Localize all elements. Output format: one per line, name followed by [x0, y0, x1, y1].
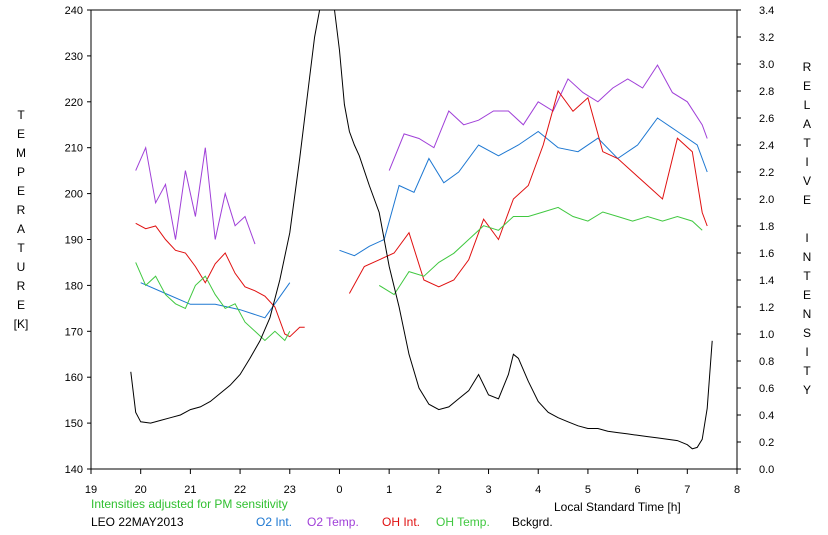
x-tick-label: 23 — [284, 484, 296, 496]
plot-frame — [90, 9, 738, 470]
right-axis-letter: S — [802, 326, 811, 340]
series-oh-int-line — [135, 222, 305, 338]
right-axis-letter: R — [802, 60, 812, 74]
series-bckgrd-line — [130, 9, 713, 450]
right-axis-letter: N — [802, 307, 812, 321]
right-tick-label: 0.6 — [759, 383, 774, 395]
series-oh-temp-line — [378, 206, 703, 296]
right-tick-label: 2.4 — [759, 140, 774, 152]
left-tick-label: 160 — [65, 372, 83, 384]
right-axis-letter: N — [802, 250, 812, 264]
left-axis-letter: R — [16, 279, 26, 293]
right-tick-label: 3.0 — [759, 59, 774, 71]
series-layer — [130, 9, 713, 450]
series-o2-int-line — [339, 117, 708, 257]
right-tick-label: 3.4 — [759, 5, 774, 17]
left-tick-label: 150 — [65, 418, 83, 430]
right-axis-letter: I — [805, 345, 809, 359]
x-tick-label: 20 — [135, 484, 147, 496]
left-axis-letter: T — [17, 241, 25, 255]
series-o2-int-line — [140, 282, 291, 319]
right-tick-label: 1.8 — [759, 221, 774, 233]
x-tick-label: 19 — [85, 484, 97, 496]
right-tick-label: 2.6 — [759, 113, 774, 125]
right-tick-label: 1.2 — [759, 302, 774, 314]
left-axis-letter: A — [16, 222, 25, 236]
left-tick-label: 200 — [65, 189, 83, 201]
right-axis-letter: T — [803, 269, 811, 283]
left-tick-label: 170 — [65, 326, 83, 338]
left-tick-label: 180 — [65, 280, 83, 292]
right-axis-letter: T — [803, 136, 811, 150]
right-tick-label: 2.8 — [759, 86, 774, 98]
right-axis-letter: E — [802, 288, 811, 302]
right-tick-label: 1.6 — [759, 248, 774, 260]
x-tick-label: 5 — [585, 484, 591, 496]
series-oh-int-line — [348, 89, 708, 294]
x-tick-label: 7 — [684, 484, 690, 496]
right-tick-label: 0.8 — [759, 356, 774, 368]
right-axis-letter: I — [805, 231, 809, 245]
x-tick-label: 8 — [734, 484, 740, 496]
left-axis-letter: U — [16, 260, 26, 274]
x-tick-label: 2 — [436, 484, 442, 496]
legend-o2-int: O2 Int. — [256, 515, 293, 529]
x-tick-label: 4 — [535, 484, 541, 496]
legend-oh-temp: OH Temp. — [436, 515, 490, 529]
left-tick-label: 230 — [65, 51, 83, 63]
right-axis-letter: I — [805, 155, 809, 169]
right-tick-label: 2.2 — [759, 167, 774, 179]
left-tick-label: 240 — [65, 5, 83, 17]
left-axis-letter: M — [16, 146, 26, 160]
right-axis-letter: A — [802, 117, 811, 131]
right-axis-letter: T — [803, 364, 811, 378]
ticks-layer: 1401501601701801902002102202302400.00.20… — [65, 5, 775, 496]
left-axis-letter: E — [16, 127, 25, 141]
x-tick-label: 0 — [336, 484, 342, 496]
x-tick-label: 22 — [234, 484, 246, 496]
x-tick-label: 21 — [184, 484, 196, 496]
right-axis-letter: E — [802, 79, 811, 93]
right-axis-letter: L — [803, 98, 811, 112]
left-tick-label: 220 — [65, 97, 83, 109]
right-axis-gap — [800, 210, 814, 229]
left-axis-letter: E — [16, 298, 25, 312]
right-tick-label: 1.0 — [759, 329, 774, 341]
right-axis-letter: V — [802, 174, 811, 188]
left-axis-letter: P — [16, 165, 25, 179]
series-oh-temp-line — [135, 262, 291, 342]
left-axis-letter: E — [16, 184, 25, 198]
left-tick-label: 210 — [65, 143, 83, 155]
x-tick-label: 6 — [635, 484, 641, 496]
legend-o2-temp: O2 Temp. — [307, 515, 359, 529]
legend-oh-int: OH Int. — [382, 515, 421, 529]
right-tick-label: 1.4 — [759, 275, 774, 287]
x-axis-label: Local Standard Time [h] — [554, 500, 681, 514]
right-tick-label: 3.2 — [759, 32, 774, 44]
left-axis-letter: R — [16, 203, 26, 217]
footer-id: LEO 22MAY2013 — [91, 515, 184, 529]
series-o2-temp-line — [135, 145, 256, 245]
left-tick-label: 190 — [65, 235, 83, 247]
sensitivity-note: Intensities adjusted for PM sensitivity — [91, 497, 288, 511]
right-tick-label: 0.2 — [759, 437, 774, 449]
left-axis-unit: [K] — [13, 317, 29, 331]
right-tick-label: 0.0 — [759, 464, 774, 476]
right-axis-letter: Y — [802, 383, 811, 397]
series-o2-temp-line — [388, 64, 708, 171]
x-tick-label: 3 — [485, 484, 491, 496]
right-tick-label: 0.4 — [759, 410, 774, 422]
left-tick-label: 140 — [65, 464, 83, 476]
legend-bckgrd: Bckgrd. — [512, 515, 553, 529]
right-axis-letter: E — [802, 193, 811, 207]
left-axis-letter: T — [17, 108, 25, 122]
right-tick-label: 2.0 — [759, 194, 774, 206]
x-tick-label: 1 — [386, 484, 392, 496]
